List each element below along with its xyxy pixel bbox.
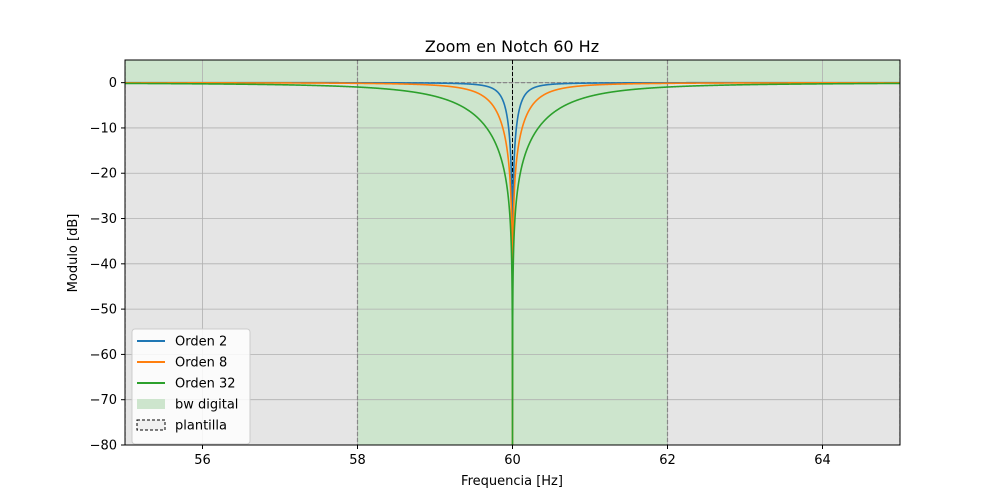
y-tick-label-3: −30 bbox=[90, 212, 117, 227]
y-tick-label-8: −80 bbox=[90, 439, 117, 454]
x-axis-title: Frequencia [Hz] bbox=[461, 474, 563, 489]
y-tick-label-0: 0 bbox=[109, 76, 117, 91]
legend-label-2: Orden 32 bbox=[175, 377, 236, 392]
y-tick-label-4: −40 bbox=[90, 257, 117, 272]
x-tick-label-2: 60 bbox=[504, 453, 521, 468]
legend-label-1: Orden 8 bbox=[175, 356, 227, 371]
y-tick-label-6: −60 bbox=[90, 348, 117, 363]
series-line-1 bbox=[125, 81, 900, 445]
legend-label-4: plantilla bbox=[175, 419, 227, 434]
axis-ticks: 56 58 60 62 64 0 −10 −20 −30 −40 −50 −60 −70 −80 bbox=[90, 76, 831, 468]
legend-label-3: bw digital bbox=[175, 398, 238, 413]
legend-label-0: Orden 2 bbox=[175, 335, 227, 350]
x-tick-label-4: 64 bbox=[814, 453, 831, 468]
series-line-2 bbox=[125, 82, 900, 445]
y-tick-label-2: −20 bbox=[90, 167, 117, 182]
x-tick-label-0: 56 bbox=[194, 453, 211, 468]
x-tick-label-1: 58 bbox=[349, 453, 366, 468]
legend-box bbox=[131, 328, 251, 445]
legend-swatch-3 bbox=[137, 399, 165, 409]
legend: Orden 2 Orden 8 Orden 32 bw digital plantill… bbox=[131, 328, 251, 445]
y-axis-title: Modulo [dB] bbox=[66, 214, 81, 293]
y-tick-label-1: −10 bbox=[90, 121, 117, 136]
band-green-0 bbox=[125, 60, 358, 83]
chart-title: Zoom en Notch 60 Hz bbox=[425, 37, 599, 56]
y-tick-label-7: −70 bbox=[90, 393, 117, 408]
legend-swatch-4 bbox=[136, 419, 166, 431]
x-tick-label-3: 62 bbox=[659, 453, 676, 468]
series-lines bbox=[125, 81, 900, 445]
band-green-2 bbox=[667, 60, 900, 83]
y-tick-label-5: −50 bbox=[90, 303, 117, 318]
